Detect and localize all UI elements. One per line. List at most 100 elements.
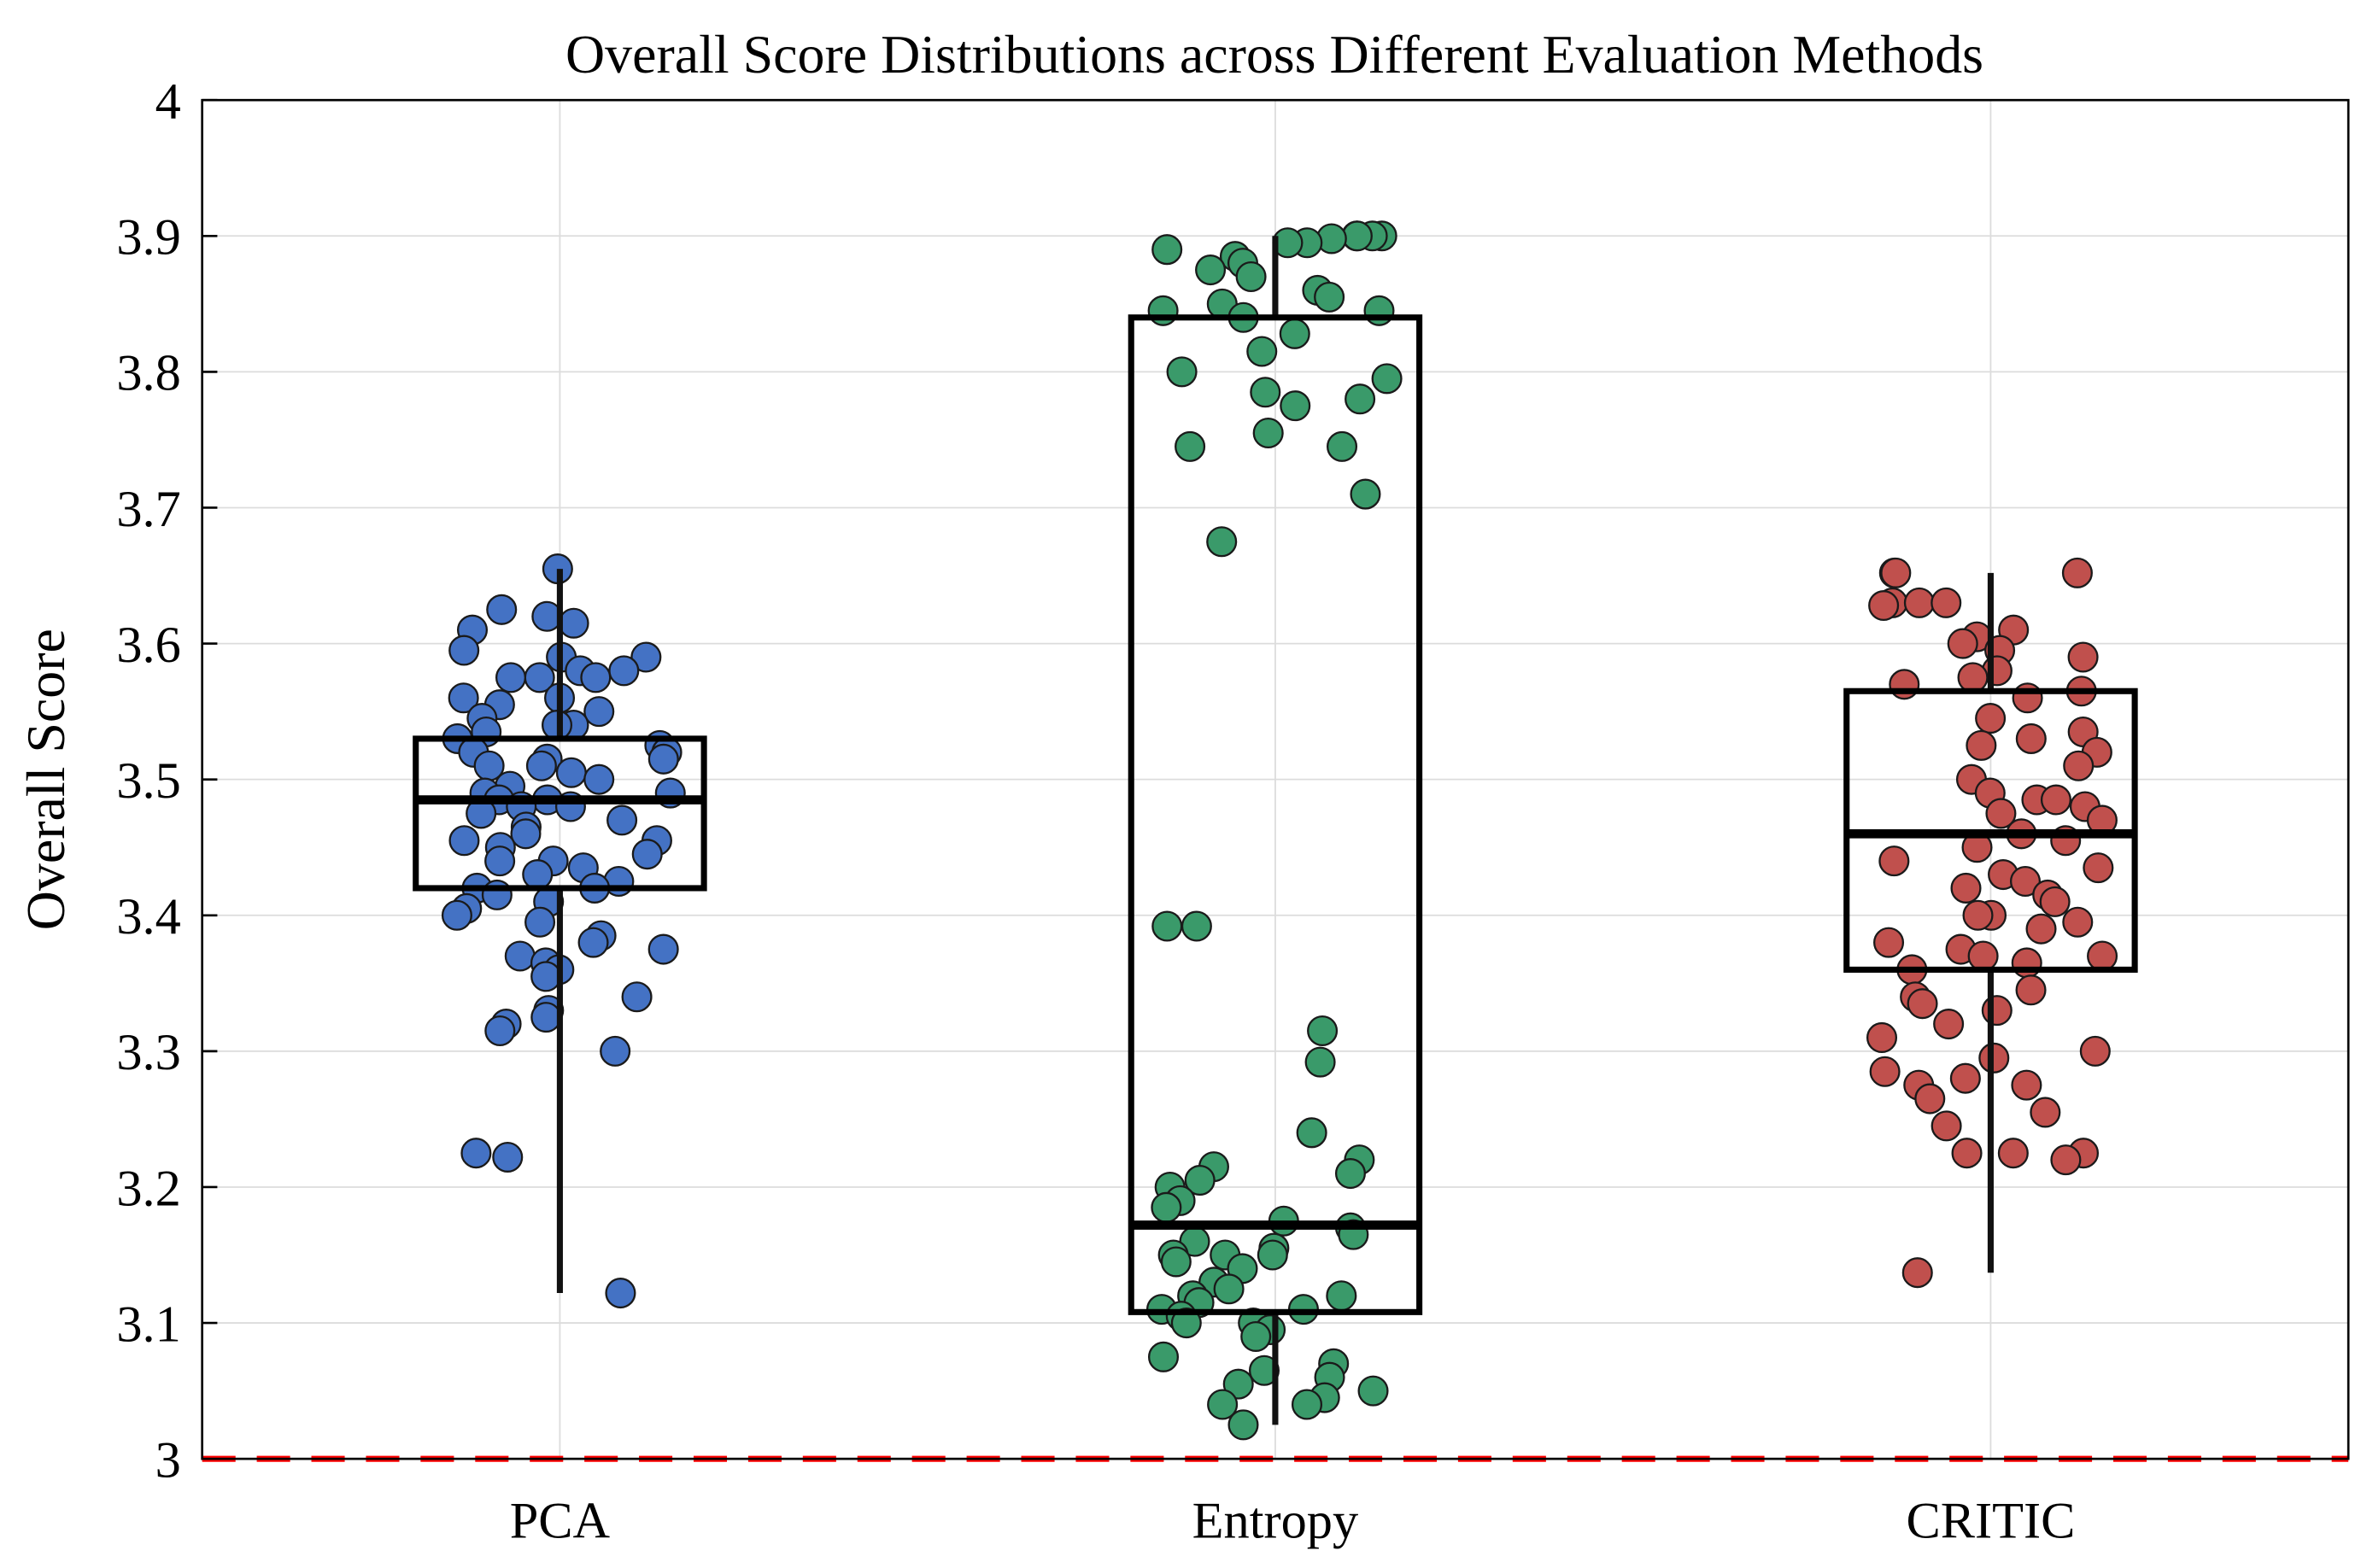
data-point-pca [530,961,562,992]
data-point-pca [484,845,516,877]
data-point-pca [486,594,518,625]
y-axis-label: Overall Score [15,629,76,930]
data-point-critic [1997,1138,2029,1169]
data-point-pca [621,981,653,1013]
data-point-entropy [1279,318,1310,349]
data-point-critic [1947,628,1978,659]
data-point-pca [605,1278,636,1309]
data-point-critic [2009,865,2042,898]
data-point-critic [1907,988,1938,1020]
y-tick-label: 3.6 [116,617,180,674]
data-point-critic [1914,1083,1946,1115]
data-point-critic [2050,1144,2082,1176]
y-tick-label: 3.5 [116,752,180,810]
box-entropy [1128,314,1423,1315]
data-point-critic [1951,1138,1983,1169]
data-point-critic [2011,947,2042,979]
data-point-entropy [1181,910,1212,942]
data-point-entropy [1151,234,1183,266]
data-point-entropy [1166,356,1198,388]
data-point-critic [1866,1021,1898,1053]
data-point-pca [448,682,479,714]
data-point-critic [1901,1257,1933,1289]
data-point-pca [448,825,480,857]
data-point-critic [1868,590,1900,622]
data-point-entropy [1250,377,1281,408]
data-point-entropy [1170,1308,1202,1339]
data-point-pca [495,662,527,693]
data-point-entropy [1345,383,1376,415]
data-point-critic [2012,682,2043,714]
data-point-pca [558,607,589,639]
data-point-pca [580,662,612,693]
data-point-pca [630,641,662,673]
data-point-critic [1889,669,1920,700]
boxes [413,236,2138,1425]
x-tick-label: Entropy [1192,1492,1358,1549]
data-point-critic [1933,1009,1965,1040]
data-point-entropy [1296,1117,1327,1149]
data-point-critic [2062,906,2094,938]
box-pca [413,735,707,892]
data-point-entropy [1307,1015,1339,1047]
data-point-entropy [1184,1164,1216,1196]
data-point-pca [530,1002,562,1033]
data-point-entropy [1371,363,1403,395]
data-point-entropy [1314,281,1345,313]
data-point-pca [608,655,640,687]
data-point-entropy [1227,1409,1259,1441]
y-tick-label: 3.7 [116,481,180,538]
data-point-entropy [1213,1273,1245,1305]
x-ticks: PCA Entropy CRITIC [510,1492,2076,1549]
y-tick-label: 3.3 [116,1024,180,1081]
data-point-entropy [1357,1375,1389,1407]
data-point-critic [2061,557,2093,588]
data-point-entropy [1222,1368,1254,1400]
data-point-critic [1873,927,1905,958]
data-point-entropy [1175,430,1206,462]
data-point-pca [484,1015,516,1047]
data-point-critic [1981,995,2013,1027]
y-tick-label: 3.8 [116,345,180,402]
plot-frame [201,98,2350,1460]
data-point-pca [441,899,472,931]
data-point-pca [583,764,615,795]
y-tick-label: 3.2 [116,1160,180,1217]
data-point-entropy [1147,1341,1180,1372]
data-point-critic [2015,974,2047,1006]
data-point-pca [606,804,638,836]
data-point-entropy [1326,430,1358,462]
data-point-pca [492,1141,524,1173]
data-point-pca [481,879,513,910]
data-point-pca [525,750,557,781]
y-tick-label: 3 [155,1431,181,1489]
data-point-entropy [1207,1389,1239,1420]
data-point-critic [1962,899,1994,931]
data-point-entropy [1206,526,1238,558]
data-point-entropy [1195,255,1227,286]
data-point-pca [555,757,587,788]
data-point-pca [460,1138,492,1169]
data-point-entropy [1363,295,1395,326]
data-point-critic [2079,1035,2111,1067]
data-point-critic [1869,1056,1901,1087]
data-point-entropy [1160,1246,1192,1278]
data-point-pca [583,696,615,728]
data-point-pca [524,906,556,938]
data-point-critic [1950,872,1982,904]
data-point-pca [600,1035,631,1067]
data-point-entropy [1334,1158,1366,1190]
data-point-critic [1975,703,2007,734]
data-point-pca [448,635,480,666]
data-point-critic [1878,845,1910,877]
data-point-pca [577,927,609,958]
data-point-pca [522,859,554,891]
data-point-critic [1978,1042,2010,1074]
data-point-entropy [1291,1389,1323,1420]
data-point-entropy [1280,390,1311,422]
data-point-entropy [1248,1354,1280,1386]
data-point-pca [647,933,679,965]
data-point-pca [631,839,663,870]
data-point-entropy [1326,1280,1357,1312]
